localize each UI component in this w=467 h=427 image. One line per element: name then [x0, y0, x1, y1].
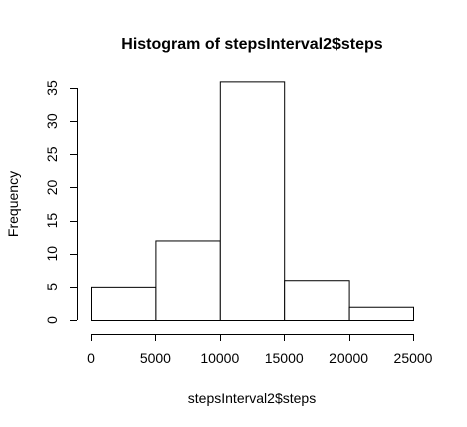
- y-tick-label: 20: [44, 179, 60, 195]
- x-tick-label: 20000: [329, 350, 368, 366]
- y-tick-label: 0: [44, 316, 60, 324]
- x-axis: 0 5000 10000 15000 20000 25000: [87, 334, 433, 366]
- y-tick-label: 30: [44, 113, 60, 129]
- x-tick-label: 10000: [200, 350, 239, 366]
- x-tick-label: 25000: [394, 350, 433, 366]
- chart-title: Histogram of stepsInterval2$steps: [121, 36, 383, 53]
- x-tick-label: 5000: [140, 350, 171, 366]
- y-tick-label: 35: [44, 80, 60, 96]
- histogram-bar-5: [348, 306, 415, 322]
- y-axis: 0 5 10 15 20 25 30 35: [44, 80, 78, 324]
- histogram-bar-1: [91, 286, 157, 322]
- y-axis-label: Frequency: [5, 171, 21, 237]
- x-tick-label: 0: [87, 350, 95, 366]
- y-tick-label: 10: [44, 246, 60, 262]
- histogram-bar-4: [284, 280, 350, 322]
- y-tick-label: 25: [44, 146, 60, 162]
- histogram-bars: [91, 81, 415, 322]
- histogram-bar-3: [219, 81, 286, 321]
- x-tick-label: 15000: [265, 350, 304, 366]
- x-axis-label: stepsInterval2$steps: [188, 390, 316, 406]
- y-tick-label: 15: [44, 213, 60, 229]
- histogram-bar-2: [155, 240, 221, 321]
- y-tick-label: 5: [44, 283, 60, 291]
